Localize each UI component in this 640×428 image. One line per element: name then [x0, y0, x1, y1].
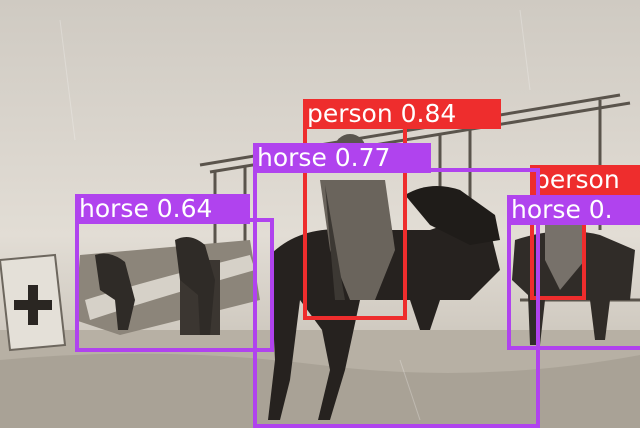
- detection-box-horse-left: [75, 218, 274, 352]
- detection-box-horse-right: [507, 220, 640, 350]
- left-horses: [95, 236, 215, 335]
- detection-label-horse-left: horse 0.64: [75, 194, 250, 224]
- detection-label-horse-right: horse 0.: [507, 195, 640, 225]
- detection-label-horse-center: horse 0.77: [253, 143, 431, 173]
- detection-label-person-right: person: [530, 165, 640, 195]
- detection-box-horse-center: [253, 168, 540, 428]
- detection-label-person: person 0.84: [303, 99, 501, 129]
- film-scratches: [59, 9, 531, 421]
